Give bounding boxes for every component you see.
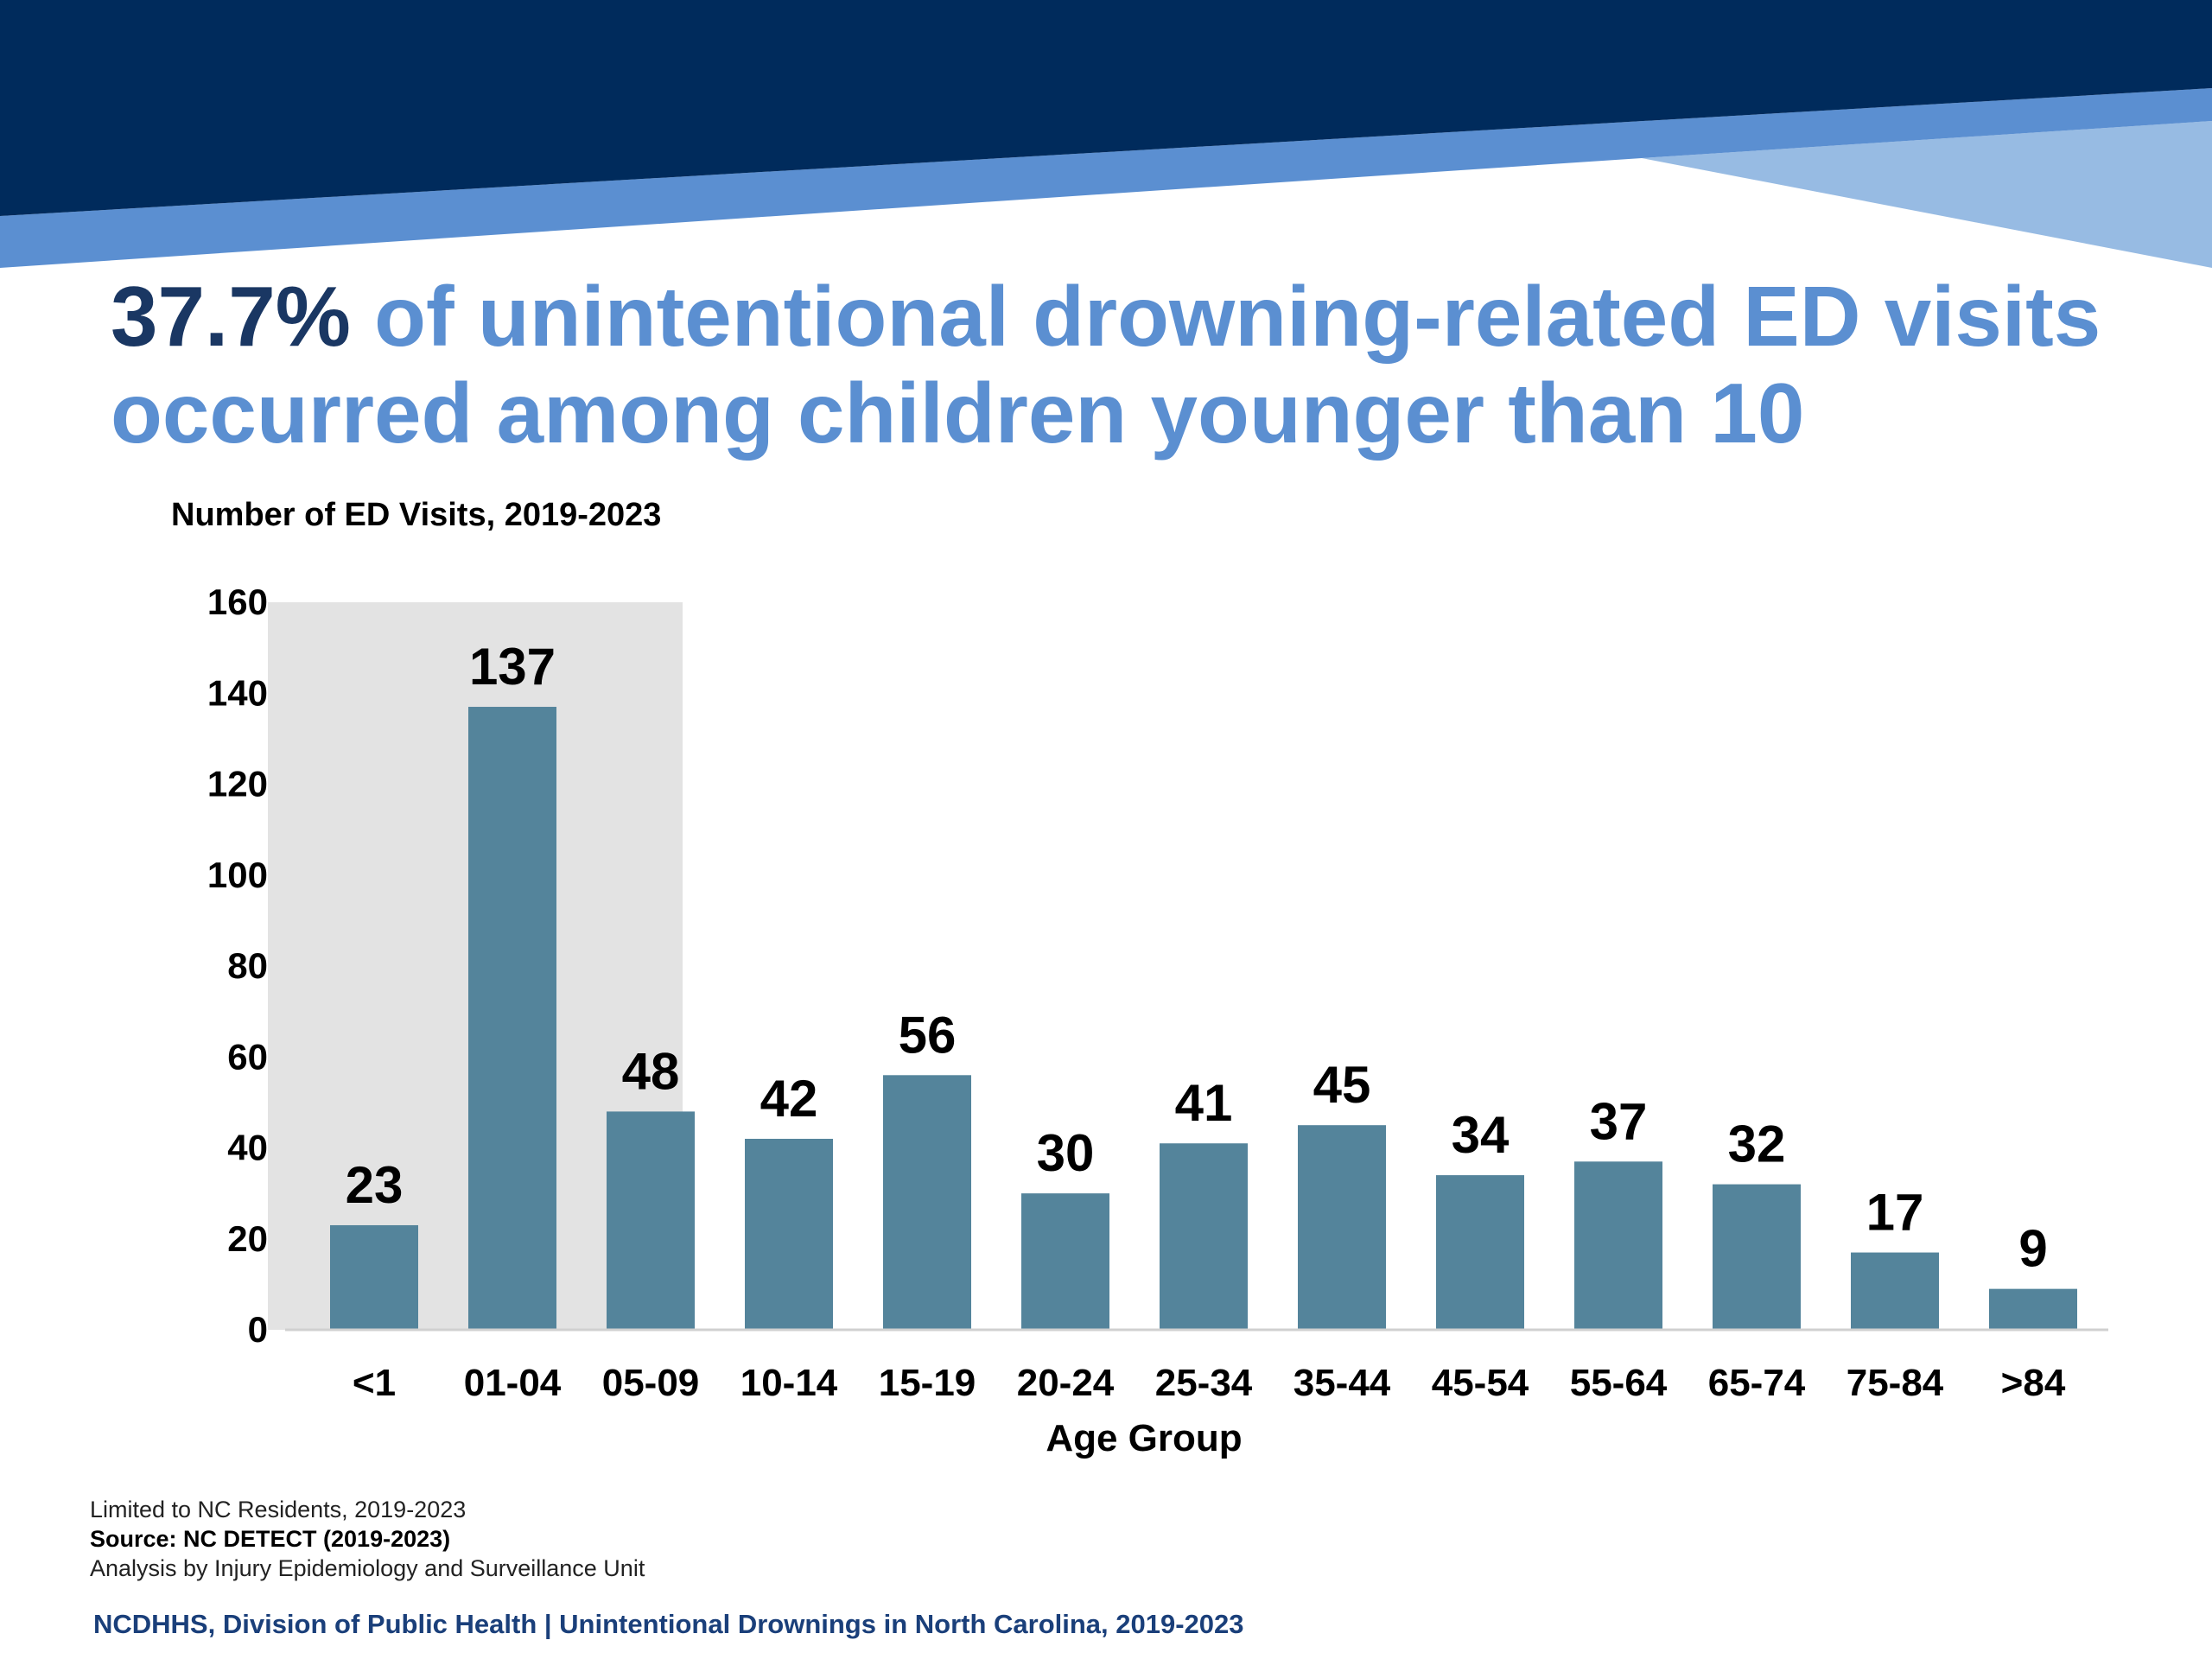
y-tick-label: 100 — [207, 855, 268, 895]
y-tick-label: 80 — [227, 945, 268, 986]
y-axis-title: Number of ED Visits, 2019-2023 — [171, 497, 661, 533]
bar — [745, 1138, 833, 1330]
y-tick-label: 60 — [227, 1036, 268, 1077]
bar-value-label: 30 — [1037, 1124, 1095, 1182]
bar — [1021, 1193, 1109, 1330]
y-tick-label: 20 — [227, 1218, 268, 1259]
x-axis-ticks: <1 01-04 05-09 10-14 15-19 20-24 25-34 35-44 45-… — [353, 1362, 2066, 1404]
data-labels: 23 137 48 42 56 30 41 45 34 37 32 17 9 — [346, 638, 2048, 1278]
y-tick-label: 0 — [248, 1309, 268, 1350]
x-tick-label: 20-24 — [1017, 1362, 1115, 1404]
page-title: 37.7% of unintentional drowning-related … — [111, 268, 2184, 461]
banner-mid-stripe — [0, 88, 2212, 268]
y-tick-label: 160 — [207, 582, 268, 622]
x-tick-label: 75-84 — [1847, 1362, 1944, 1404]
banner-navy-band — [0, 0, 2212, 216]
x-axis-title: Age Group — [1046, 1417, 1242, 1459]
y-tick-label: 40 — [227, 1128, 268, 1168]
bar — [1298, 1125, 1386, 1330]
bar — [883, 1075, 971, 1330]
bar-value-label: 42 — [760, 1070, 818, 1128]
bar — [1713, 1184, 1801, 1330]
footnote-residents: Limited to NC Residents, 2019-2023 — [90, 1497, 467, 1522]
bar-value-label: 17 — [1866, 1184, 1924, 1242]
bar — [1989, 1288, 2077, 1330]
bar — [1160, 1143, 1248, 1330]
bar — [1436, 1175, 1524, 1330]
footnotes: Limited to NC Residents, 2019-2023 Sourc… — [90, 1495, 2164, 1583]
x-tick-label: 01-04 — [464, 1362, 562, 1404]
x-tick-label: 45-54 — [1432, 1362, 1529, 1404]
bar-value-label: 137 — [469, 638, 556, 696]
bar — [468, 707, 556, 1330]
bar-chart: 0 20 40 60 80 100 120 140 160 23 137 48 42 56 30 41 45 3… — [171, 497, 2108, 1459]
bar — [1574, 1161, 1662, 1330]
x-tick-label: 35-44 — [1294, 1362, 1391, 1404]
y-tick-label: 140 — [207, 672, 268, 713]
x-tick-label: 10-14 — [741, 1362, 838, 1404]
bars — [330, 707, 2077, 1330]
x-tick-label: <1 — [353, 1362, 396, 1404]
bar-value-label: 32 — [1728, 1116, 1786, 1173]
bar-value-label: 48 — [622, 1042, 680, 1100]
y-tick-label: 120 — [207, 764, 268, 804]
header-banner — [0, 0, 2212, 268]
bar-value-label: 9 — [2018, 1220, 2047, 1278]
y-axis-ticks: 0 20 40 60 80 100 120 140 160 — [207, 582, 268, 1350]
x-tick-label: 15-19 — [879, 1362, 976, 1404]
footnote-source: Source: NC DETECT (2019-2023) — [90, 1526, 451, 1552]
banner-light-stripe — [1642, 121, 2212, 268]
bar — [330, 1224, 418, 1330]
title-line2: occurred among children younger than 10 — [111, 365, 1805, 461]
footnote-analysis: Analysis by Injury Epidemiology and Surv… — [90, 1555, 645, 1581]
bar-value-label: 41 — [1175, 1074, 1233, 1132]
bar — [1851, 1252, 1939, 1330]
title-line1: of unintentional drowning-related ED vis… — [350, 269, 2101, 364]
bar-value-label: 34 — [1452, 1106, 1510, 1164]
bar — [607, 1111, 695, 1330]
footer-title: NCDHHS, Division of Public Health | Unin… — [93, 1609, 1244, 1639]
bar-value-label: 37 — [1590, 1092, 1648, 1150]
x-tick-label: >84 — [2001, 1362, 2066, 1404]
x-tick-label: 65-74 — [1708, 1362, 1806, 1404]
bar-value-label: 56 — [899, 1006, 957, 1064]
x-tick-label: 55-64 — [1570, 1362, 1668, 1404]
bar-value-label: 23 — [346, 1156, 404, 1214]
x-tick-label: 05-09 — [602, 1362, 700, 1404]
bar-value-label: 45 — [1313, 1056, 1371, 1114]
title-emphasis: 37.7% — [111, 269, 351, 364]
x-tick-label: 25-34 — [1155, 1362, 1253, 1404]
